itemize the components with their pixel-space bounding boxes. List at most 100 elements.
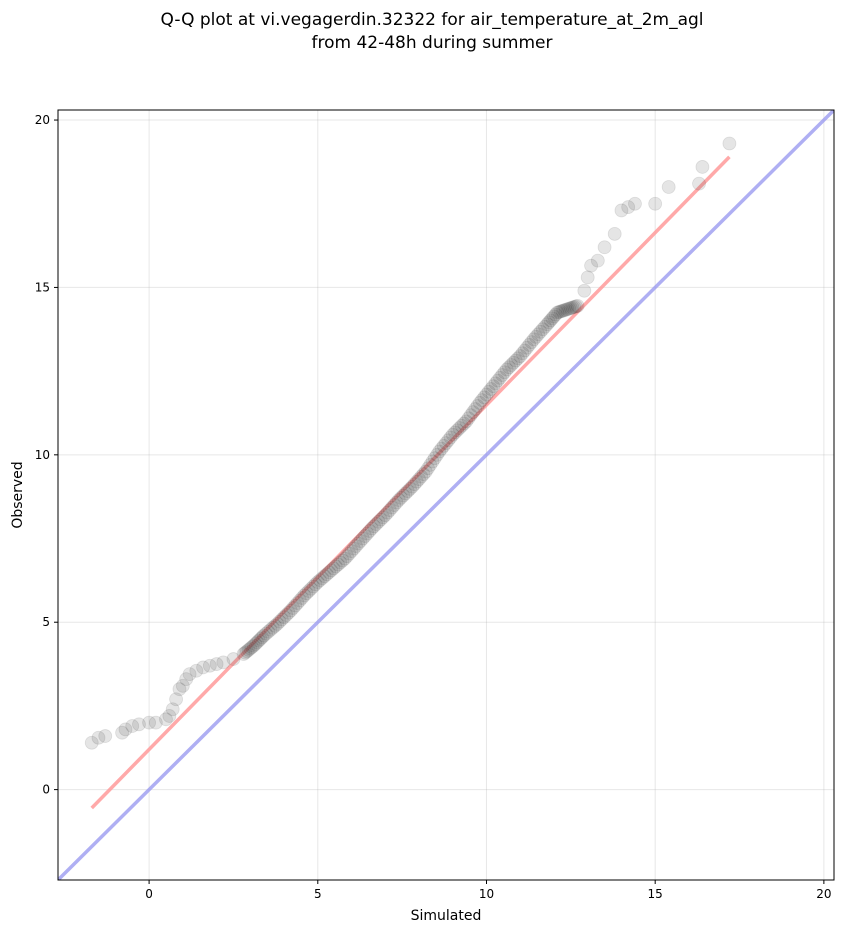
quantile-point [481, 384, 496, 399]
quantile-point [115, 725, 130, 740]
quantile-point [524, 335, 539, 350]
fit-line [90, 155, 731, 810]
quantile-point [326, 561, 341, 576]
quantile-point [283, 603, 298, 618]
quantile-point [553, 304, 568, 319]
quantile-point [692, 176, 706, 191]
quantile-point [425, 454, 440, 469]
quantile-point [118, 722, 133, 737]
quantile-point [443, 430, 458, 445]
quantile-point [497, 365, 512, 380]
quantile-point [414, 469, 429, 484]
quantile-point [515, 346, 530, 361]
quantile-point [511, 351, 525, 366]
quantile-point [299, 586, 314, 601]
quantile-point [98, 729, 113, 743]
quantile-point [542, 315, 556, 330]
quantile-point [335, 553, 350, 568]
quantile-point [248, 637, 263, 651]
quantile-point [251, 633, 266, 648]
quantile-point [358, 529, 372, 543]
quantile-point [297, 588, 312, 603]
quantile-point [391, 493, 406, 507]
quantile-points [84, 136, 737, 750]
quantile-point [466, 405, 480, 420]
quantile-point [333, 555, 348, 570]
quantile-point [349, 539, 363, 553]
one-to-one-line [58, 110, 834, 880]
quantile-point [432, 444, 447, 459]
quantile-point [463, 408, 478, 423]
quantile-point [421, 461, 435, 476]
quantile-point [448, 425, 462, 440]
x-axis-label: Simulated [411, 908, 482, 924]
quantile-point [288, 598, 303, 613]
quantile-point [499, 362, 514, 377]
quantile-point [565, 300, 580, 315]
quantile-point [324, 563, 339, 578]
quantile-point [259, 626, 273, 641]
quantile-point [382, 503, 397, 517]
quantile-point [385, 500, 399, 515]
quantile-point [315, 571, 330, 586]
quantile-point [295, 591, 309, 605]
x-tick-label: 10 [479, 887, 494, 901]
quantile-point [445, 427, 460, 442]
quantile-point [165, 702, 180, 717]
quantile-point [182, 667, 197, 682]
quantile-point [472, 396, 487, 410]
quantile-point [508, 353, 523, 368]
quantile-point [148, 715, 163, 730]
quantile-point [380, 505, 395, 520]
quantile-point [162, 709, 177, 723]
quantile-point [376, 510, 390, 525]
quantile-point [484, 382, 498, 396]
quantile-point [328, 559, 343, 574]
quantile-point [597, 240, 612, 255]
quantile-point [172, 682, 187, 697]
quantile-point [322, 565, 336, 580]
quantile-point [531, 327, 546, 342]
quantile-point [558, 302, 573, 317]
quantile-point [313, 573, 327, 587]
quantile-point [563, 301, 578, 315]
chart-subtitle: from 42-48h during summer [312, 33, 553, 53]
quantile-point [250, 635, 264, 650]
quantile-point [398, 486, 413, 501]
quantile-point [241, 642, 256, 657]
quantile-point [567, 300, 582, 314]
quantile-point [470, 399, 485, 413]
quantile-point [452, 421, 467, 435]
quantile-point [346, 541, 361, 556]
quantile-point [253, 632, 268, 646]
y-tick-label: 5 [42, 615, 50, 629]
quantile-point [394, 490, 408, 505]
quantile-point [412, 472, 426, 486]
quantile-point [535, 322, 550, 337]
quantile-point [142, 715, 156, 730]
quantile-point [520, 340, 534, 355]
quantile-point [545, 311, 560, 326]
quantile-point [517, 343, 532, 358]
quantile-point [423, 457, 438, 472]
plot-frame [57, 109, 835, 881]
quantile-point [450, 423, 465, 438]
quantile-point [310, 575, 325, 589]
quantile-point [317, 569, 332, 584]
quantile-point [337, 551, 352, 566]
quantile-point [189, 663, 204, 678]
quantile-point [371, 514, 386, 529]
quantile-point [270, 616, 285, 631]
quantile-point [179, 672, 194, 687]
quantile-point [493, 370, 507, 385]
quantile-point [560, 302, 575, 317]
quantile-point [538, 319, 552, 334]
quantile-point [457, 416, 471, 431]
quantile-point [621, 200, 636, 214]
quantile-point [522, 338, 537, 352]
quantile-point [430, 447, 444, 462]
quantile-point [454, 418, 469, 433]
quantile-point [562, 301, 577, 316]
y-tick-label: 20 [35, 113, 50, 127]
